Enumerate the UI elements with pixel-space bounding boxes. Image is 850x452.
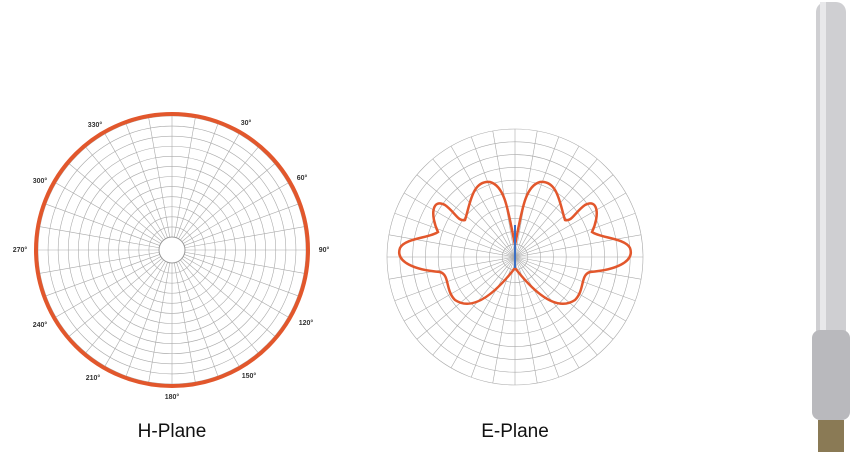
angle-label: 330° xyxy=(88,121,103,129)
angle-label: 120° xyxy=(299,319,314,327)
grid-spoke xyxy=(184,251,305,274)
grid-spoke xyxy=(181,163,275,242)
grid-spoke xyxy=(514,256,598,356)
grid-spoke xyxy=(514,130,538,258)
grid-spoke xyxy=(180,259,259,353)
angle-label: 30° xyxy=(241,119,252,127)
grid-spoke xyxy=(85,147,164,241)
grid-spoke xyxy=(181,258,275,337)
grid-spoke xyxy=(184,254,299,297)
grid-spoke xyxy=(514,136,560,258)
grid-spoke xyxy=(514,192,627,258)
grid-spoke xyxy=(173,117,196,238)
grid-spoke xyxy=(432,256,516,356)
grid-spoke xyxy=(178,261,240,367)
grid-spoke xyxy=(388,256,516,280)
grid-spoke xyxy=(450,145,516,258)
grid-spoke xyxy=(184,226,305,249)
grid-spoke xyxy=(492,130,516,258)
angle-label: 180° xyxy=(165,393,180,401)
grid-spoke xyxy=(403,256,516,322)
grid-spoke xyxy=(514,145,580,258)
angle-label: 270° xyxy=(13,246,28,254)
angle-label: 210° xyxy=(86,374,101,382)
grid-spoke xyxy=(69,163,163,242)
grid-spoke xyxy=(55,256,161,318)
grid-spoke xyxy=(55,182,161,244)
grid-spoke xyxy=(183,182,289,244)
grid-spoke xyxy=(514,256,580,369)
grid-spoke xyxy=(514,256,627,322)
grid-spoke xyxy=(125,123,168,238)
grid-spoke xyxy=(514,256,636,302)
angle-label: 60° xyxy=(297,174,308,182)
h-plane-pattern xyxy=(34,112,310,388)
grid-spoke xyxy=(514,256,614,340)
grid-spoke xyxy=(173,262,196,383)
grid-spoke xyxy=(180,147,259,241)
grid-spoke xyxy=(514,212,636,258)
angle-label: 240° xyxy=(33,321,48,329)
grid-spoke xyxy=(69,258,163,337)
grid-spoke xyxy=(416,256,516,340)
grid-spoke xyxy=(148,262,171,383)
antenna-connector xyxy=(818,420,844,452)
grid-spoke xyxy=(184,203,299,246)
grid-spoke xyxy=(45,203,160,246)
grid-spoke xyxy=(450,256,516,369)
grid-spoke xyxy=(514,158,598,258)
antenna-base xyxy=(812,330,850,420)
grid-spoke xyxy=(514,256,642,280)
grid-spoke xyxy=(388,234,516,258)
grid-spoke xyxy=(39,251,160,274)
grid-spoke xyxy=(394,256,516,302)
grid-spoke xyxy=(183,256,289,318)
grid-spoke xyxy=(176,262,219,377)
grid-spoke xyxy=(432,158,516,258)
e-plane-caption: E-Plane xyxy=(481,421,549,442)
h-plane-caption: H-Plane xyxy=(138,421,207,442)
grid-spoke xyxy=(403,192,516,258)
angle-label: 150° xyxy=(242,372,257,380)
grid-spoke xyxy=(45,254,160,297)
grid-spoke xyxy=(514,234,642,258)
antenna xyxy=(812,2,850,452)
grid-spoke xyxy=(492,256,516,384)
grid-spoke xyxy=(39,226,160,249)
grid-spoke xyxy=(176,123,219,238)
grid-spoke xyxy=(85,259,164,353)
grid-spoke xyxy=(148,117,171,238)
grid-spoke xyxy=(470,136,516,258)
grid-spoke xyxy=(514,256,538,384)
grid-spoke xyxy=(178,133,240,239)
antenna-highlight xyxy=(820,2,826,412)
h-plane-grid xyxy=(37,115,307,385)
grid-spoke xyxy=(125,262,168,377)
h-plane-center xyxy=(158,236,186,264)
angle-label: 90° xyxy=(319,246,330,254)
grid-spoke xyxy=(104,261,166,367)
grid-spoke xyxy=(394,212,516,258)
angle-label: 300° xyxy=(33,177,48,185)
grid-spoke xyxy=(104,133,166,239)
